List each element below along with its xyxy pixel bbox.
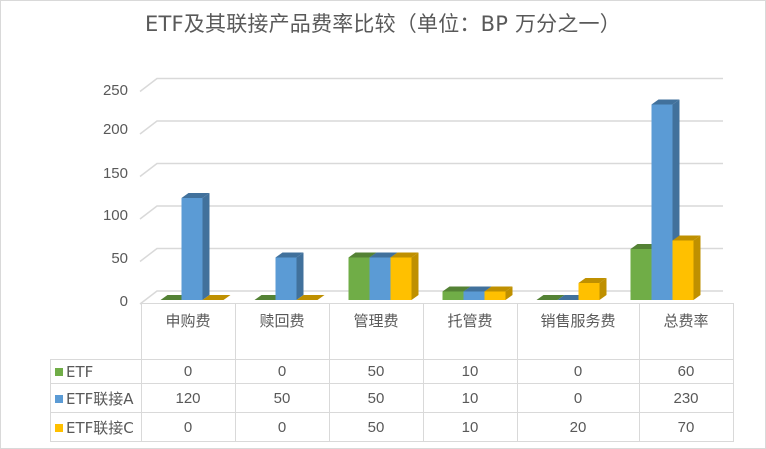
- series-name: ETF: [66, 362, 94, 381]
- bar: [484, 286, 513, 300]
- gridline: [139, 290, 723, 305]
- bar: [390, 252, 419, 300]
- bar-series: [160, 99, 701, 300]
- legend-entry-etf: ETF: [50, 359, 142, 384]
- table-cell: 10: [422, 383, 518, 413]
- table-cell: 0: [234, 412, 330, 442]
- table-row: ETF联接C 0 0 50 10 20 70: [50, 412, 734, 442]
- table-cell: 20: [516, 412, 640, 442]
- category-label: 托管费: [422, 303, 518, 360]
- gridline: [139, 162, 723, 178]
- table-cell: 120: [140, 383, 236, 413]
- table-cell: 50: [328, 412, 424, 442]
- gridline: [139, 247, 723, 263]
- category-label: 管理费: [328, 303, 424, 360]
- category-label: 赎回费: [234, 303, 330, 360]
- legend-swatch-green: [55, 367, 63, 376]
- gridline: [139, 120, 723, 135]
- table-cell: 0: [140, 412, 236, 442]
- bar: [275, 252, 304, 300]
- table-cell: 10: [422, 359, 518, 384]
- table-row: ETF 0 0 50 10 0 60: [50, 359, 734, 384]
- table-cell: 10: [422, 412, 518, 442]
- table-cell: 0: [516, 383, 640, 413]
- bar: [672, 235, 701, 300]
- legend-entry-etf-a: ETF联接A: [50, 383, 142, 413]
- bar: [202, 295, 231, 300]
- gridlines: [139, 77, 723, 305]
- table-cell: 230: [638, 383, 734, 413]
- y-tick-label: 200: [102, 121, 128, 138]
- data-table: 申购费 赎回费 管理费 托管费 销售服务费 总费率 ETF 0 0 50 10 …: [50, 303, 734, 442]
- bar: [296, 295, 325, 300]
- table-cell: 50: [328, 359, 424, 384]
- series-name: ETF联接C: [66, 418, 134, 437]
- table-cell: 70: [638, 412, 734, 442]
- chart-title: ETF及其联接产品费率比较（单位：BP 万分之一）: [145, 12, 621, 36]
- table-cell: 50: [328, 383, 424, 413]
- category-label: 销售服务费: [516, 303, 640, 360]
- series-name: ETF联接A: [66, 389, 134, 408]
- y-tick-label: 100: [102, 207, 128, 224]
- legend-swatch-yellow: [55, 423, 63, 432]
- y-tick-label: 0: [119, 293, 128, 310]
- table-cell: 50: [234, 383, 330, 413]
- bar: [536, 295, 565, 300]
- table-corner: [50, 303, 142, 360]
- category-label: 申购费: [140, 303, 236, 360]
- gridline: [139, 205, 723, 220]
- category-label: 总费率: [638, 303, 734, 360]
- bar: [181, 193, 210, 300]
- table-cell: 0: [516, 359, 640, 384]
- legend-entry-etf-c: ETF联接C: [50, 412, 142, 442]
- y-tick-label: 150: [102, 165, 128, 182]
- table-cell: 0: [140, 359, 236, 384]
- table-cell: 60: [638, 359, 734, 384]
- bar: [578, 278, 607, 300]
- table-row: ETF联接A 120 50 50 10 0 230: [50, 383, 734, 413]
- y-tick-label: 50: [111, 250, 128, 267]
- table-cell: 0: [234, 359, 330, 384]
- gridline: [139, 77, 723, 93]
- y-tick-label: 250: [102, 82, 128, 99]
- table-header-row: 申购费 赎回费 管理费 托管费 销售服务费 总费率: [50, 303, 734, 360]
- legend-swatch-blue: [55, 394, 63, 403]
